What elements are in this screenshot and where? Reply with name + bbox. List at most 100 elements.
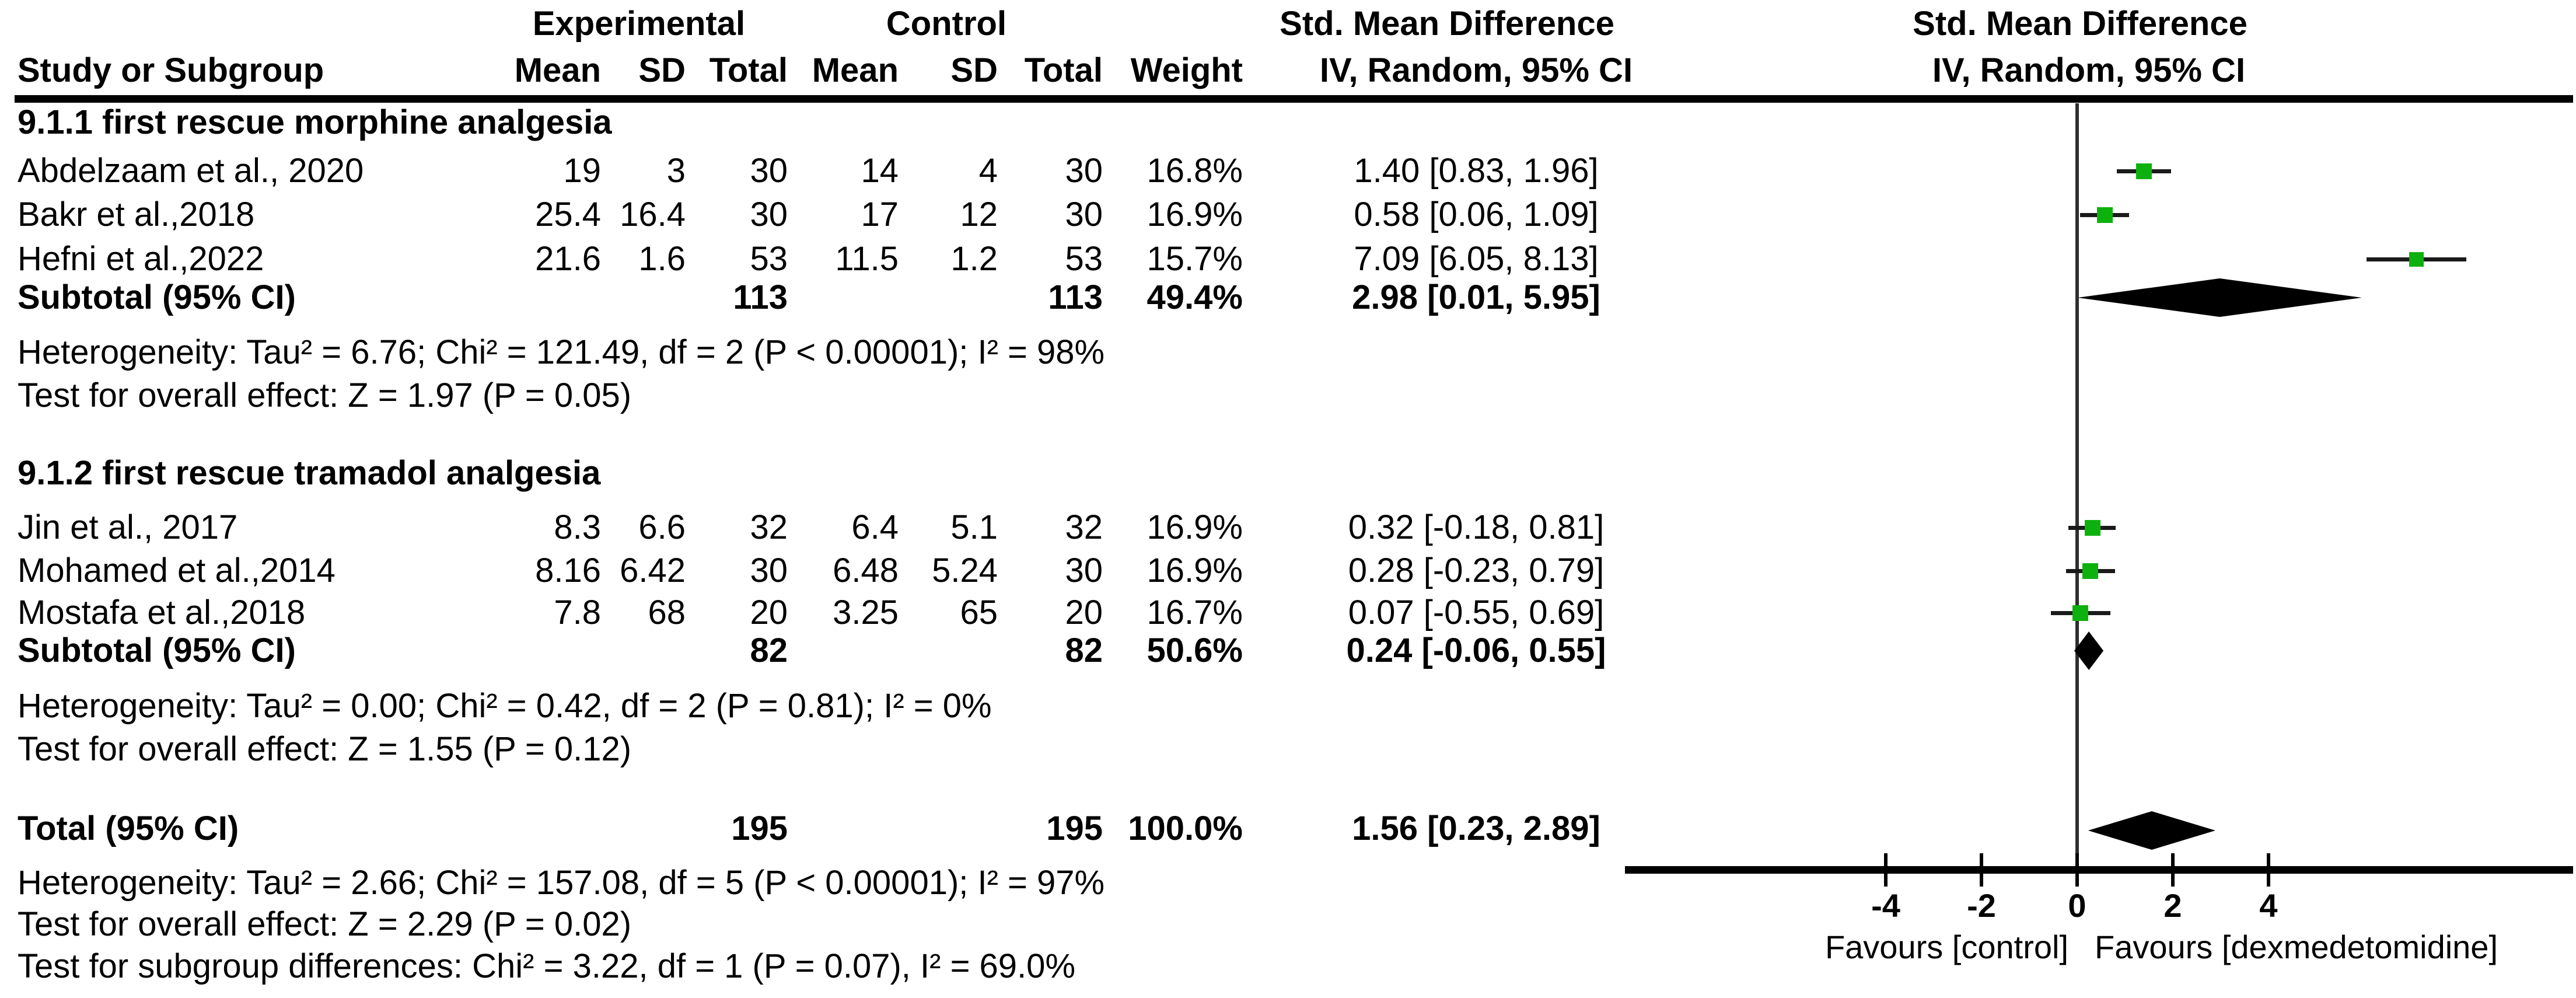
- mean-exp: 8.3: [554, 508, 601, 546]
- axis-tick-label: -2: [1967, 887, 1996, 924]
- sd-exp: 6.42: [620, 552, 686, 589]
- study-row: Hefni et al.,2022 21.6 1.6 53 11.5 1.2 5…: [0, 237, 2576, 281]
- axis-tick: [2267, 853, 2270, 887]
- subgroup-title: 9.1.2 first rescue tramadol analgesia: [18, 454, 601, 492]
- mean-ctl: 6.4: [851, 508, 899, 546]
- col-header-total-ctl: Total: [1024, 51, 1103, 89]
- sd-ctl: 1.2: [950, 240, 998, 278]
- study-name: Bakr et al.,2018: [18, 196, 255, 233]
- col-header-sd-exp: SD: [638, 51, 686, 89]
- study-name: Hefni et al.,2022: [18, 240, 264, 278]
- x-axis-line: [1625, 866, 2573, 874]
- study-point-square: [2072, 605, 2089, 621]
- axis-tick: [1980, 853, 1983, 887]
- study-name: Mohamed et al.,2014: [18, 552, 335, 589]
- subgroup-differences-text: Test for subgroup differences: Chi² = 3.…: [18, 947, 1076, 985]
- weight: 16.9%: [1147, 196, 1243, 233]
- plot-title-smd: Std. Mean Difference: [1913, 5, 2248, 43]
- mean-exp: 8.16: [535, 552, 601, 589]
- group-header-row: Experimental Control Std. Mean Differenc…: [0, 5, 2576, 43]
- overall-effect-text: Test for overall effect: Z = 1.55 (P = 0…: [18, 730, 632, 768]
- sd-exp: 16.4: [620, 196, 686, 233]
- axis-tick-label: 2: [2163, 887, 2182, 924]
- subtotal-total-ctl: 113: [1048, 278, 1103, 316]
- axis-tick: [2075, 853, 2079, 887]
- col-header-total-exp: Total: [709, 51, 788, 89]
- total-ctl: 20: [1065, 594, 1103, 631]
- total-label: Total (95% CI): [18, 809, 239, 847]
- sd-exp: 1.6: [638, 240, 686, 278]
- header-divider: [15, 95, 2573, 103]
- axis-label-favours-control: Favours [control]: [1824, 929, 2068, 965]
- study-point-square: [2409, 252, 2424, 267]
- study-row: Mohamed et al.,2014 8.16 6.42 30 6.48 5.…: [0, 549, 2576, 593]
- subtotal-weight: 49.4%: [1147, 278, 1243, 316]
- heterogeneity-text: Heterogeneity: Tau² = 6.76; Chi² = 121.4…: [18, 333, 1105, 371]
- weight: 15.7%: [1147, 240, 1243, 278]
- total-row: Total (95% CI) 195 195 100.0% 1.56 [0.23…: [0, 807, 2576, 851]
- total-exp: 30: [750, 152, 788, 190]
- ci-estimate: 0.58 [0.06, 1.09]: [1354, 196, 1599, 233]
- mean-ctl: 11.5: [835, 240, 899, 278]
- ci-estimate: 0.28 [-0.23, 0.79]: [1348, 552, 1605, 589]
- sd-ctl: 5.1: [950, 508, 998, 546]
- subgroup-1-title-row: 9.1.1 first rescue morphine analgesia: [0, 100, 2576, 145]
- total-ctl: 30: [1065, 152, 1103, 190]
- sd-ctl: 65: [960, 594, 998, 631]
- study-point-square: [2136, 163, 2152, 179]
- subtotal-ci: 0.24 [-0.06, 0.55]: [1346, 631, 1606, 669]
- subtotal-row: Subtotal (95% CI) 82 82 50.6% 0.24 [-0.0…: [0, 629, 2576, 673]
- study-point-square: [2084, 519, 2100, 536]
- axis-tick: [1884, 853, 1888, 887]
- overall-effect-text: Test for overall effect: Z = 1.97 (P = 0…: [18, 376, 632, 414]
- total-total-exp: 195: [731, 809, 788, 847]
- mean-exp: 7.8: [554, 594, 601, 631]
- study-point-square: [2097, 207, 2113, 223]
- axis-tick-label: 4: [2259, 887, 2278, 924]
- axis-tick-label: 0: [2068, 887, 2086, 924]
- sd-exp: 6.6: [638, 508, 686, 546]
- mean-ctl: 3.25: [833, 594, 899, 631]
- col-header-sd-ctl: SD: [950, 51, 998, 89]
- subtotal-weight: 50.6%: [1147, 631, 1243, 669]
- study-name: Mostafa et al.,2018: [18, 594, 306, 631]
- axis-tick: [2171, 853, 2175, 887]
- total-exp: 53: [750, 240, 788, 278]
- col-header-method: IV, Random, 95% CI: [1319, 51, 1633, 89]
- total-total-ctl: 195: [1046, 809, 1103, 847]
- sd-ctl: 4: [978, 152, 998, 190]
- ci-estimate: 1.40 [0.83, 1.96]: [1354, 152, 1599, 190]
- total-exp: 32: [750, 508, 788, 546]
- col-header-weight: Weight: [1130, 51, 1243, 89]
- study-name: Abdelzaam et al., 2020: [18, 152, 364, 190]
- subtotal-label: Subtotal (95% CI): [18, 631, 296, 669]
- mean-ctl: 17: [861, 196, 899, 233]
- mean-exp: 19: [563, 152, 601, 190]
- subtotal-label: Subtotal (95% CI): [18, 278, 296, 316]
- study-row: Jin et al., 2017 8.3 6.6 32 6.4 5.1 32 1…: [0, 505, 2576, 550]
- col-group-smd: Std. Mean Difference: [1280, 5, 1614, 43]
- study-point-square: [2082, 563, 2099, 579]
- mean-ctl: 14: [861, 152, 899, 190]
- plot-header-method: IV, Random, 95% CI: [1932, 51, 2246, 89]
- col-header-mean-ctl: Mean: [812, 51, 899, 89]
- total-exp: 30: [750, 196, 788, 233]
- total-ctl: 30: [1065, 552, 1103, 589]
- weight: 16.9%: [1147, 508, 1243, 546]
- study-name: Jin et al., 2017: [18, 508, 238, 546]
- sd-exp: 3: [666, 152, 686, 190]
- heterogeneity-text: Heterogeneity: Tau² = 0.00; Chi² = 0.42,…: [18, 687, 992, 725]
- column-header-row: Study or Subgroup Mean SD Total Mean SD …: [0, 51, 2576, 90]
- col-header-mean-exp: Mean: [514, 51, 601, 89]
- heterogeneity-text: Heterogeneity: Tau² = 2.66; Chi² = 157.0…: [18, 864, 1105, 902]
- study-row: Mostafa et al.,2018 7.8 68 20 3.25 65 20…: [0, 591, 2576, 635]
- axis-label-favours-dexmedetomidine: Favours [dexmedetomidine]: [2095, 929, 2498, 965]
- subtotal-row: Subtotal (95% CI) 113 113 49.4% 2.98 [0.…: [0, 275, 2576, 320]
- total-exp: 20: [750, 594, 788, 631]
- total-ctl: 32: [1065, 508, 1103, 546]
- total-ci: 1.56 [0.23, 2.89]: [1352, 809, 1600, 847]
- sd-exp: 68: [648, 594, 686, 631]
- total-ctl: 53: [1065, 240, 1103, 278]
- study-row: Bakr et al.,2018 25.4 16.4 30 17 12 30 1…: [0, 193, 2576, 237]
